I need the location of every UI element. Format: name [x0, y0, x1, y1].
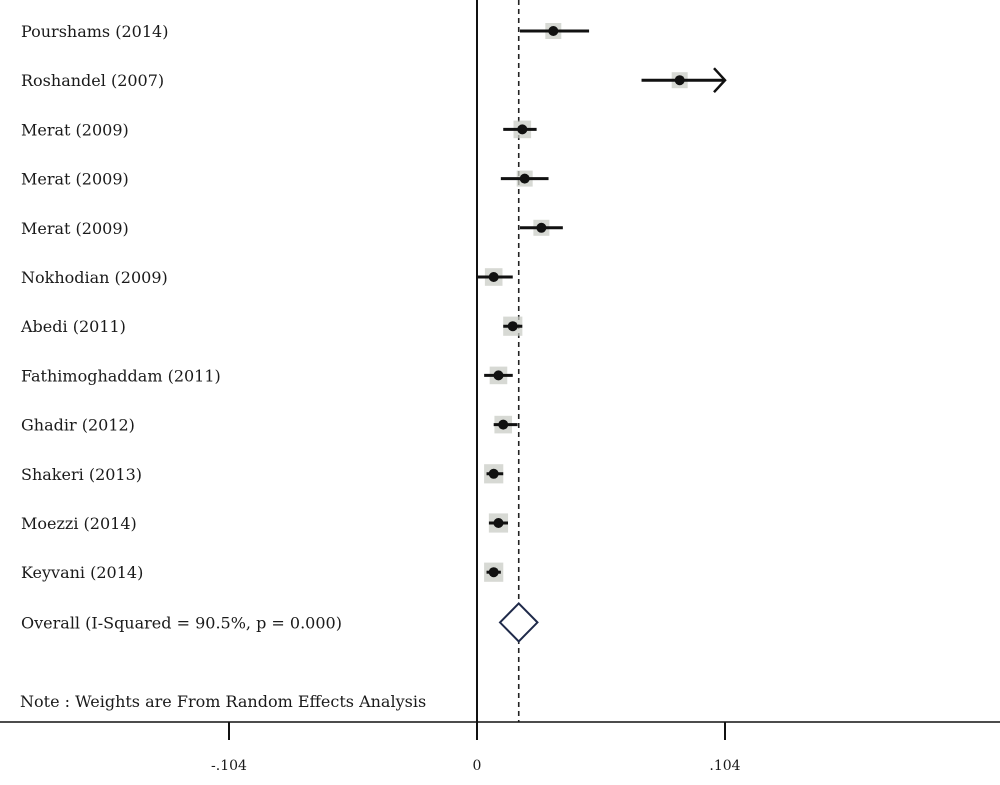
- study-label: Fathimoghaddam (2011): [21, 366, 221, 385]
- study-label: Moezzi (2014): [21, 514, 137, 533]
- reference-lines: [476, 0, 520, 722]
- point-estimate: [519, 173, 530, 184]
- study-label: Merat (2009): [21, 219, 129, 238]
- point-estimate: [488, 272, 499, 282]
- weights-note: Note : Weights are From Random Effects A…: [20, 692, 426, 711]
- study-label: Keyvani (2014): [21, 563, 143, 582]
- study-label: Roshandel (2007): [21, 71, 164, 90]
- study-label: Pourshams (2014): [21, 22, 168, 41]
- study-labels: Pourshams (2014) Roshandel (2007) Merat (2…: [20, 22, 342, 632]
- x-tick-label: .104: [709, 758, 740, 774]
- overall-diamond: [498, 601, 539, 643]
- point-estimate: [507, 321, 518, 332]
- overall-label: Overall (I-Squared = 90.5%, p = 0.000): [21, 613, 342, 632]
- point-estimate: [517, 124, 528, 135]
- study-label: Merat (2009): [21, 170, 129, 189]
- x-tick-label: 0: [473, 758, 482, 774]
- study-marks: [477, 23, 727, 643]
- point-estimate: [548, 26, 559, 36]
- study-label: Ghadir (2012): [21, 416, 135, 435]
- x-tick-label: -.104: [211, 758, 247, 774]
- study-label: Merat (2009): [21, 120, 129, 139]
- study-label: Nokhodian (2009): [21, 268, 168, 287]
- truncation-arrow-icon: [713, 67, 727, 94]
- study-label: Shakeri (2013): [21, 465, 142, 484]
- point-estimate: [488, 468, 499, 479]
- x-axis: -.104 0 .104: [0, 721, 1000, 774]
- point-estimate: [674, 75, 685, 86]
- point-estimate: [488, 567, 499, 578]
- point-estimate: [536, 222, 547, 233]
- point-estimate: [493, 518, 504, 528]
- study-label: Abedi (2011): [20, 317, 126, 336]
- point-estimate: [493, 370, 504, 381]
- point-estimate: [498, 419, 509, 430]
